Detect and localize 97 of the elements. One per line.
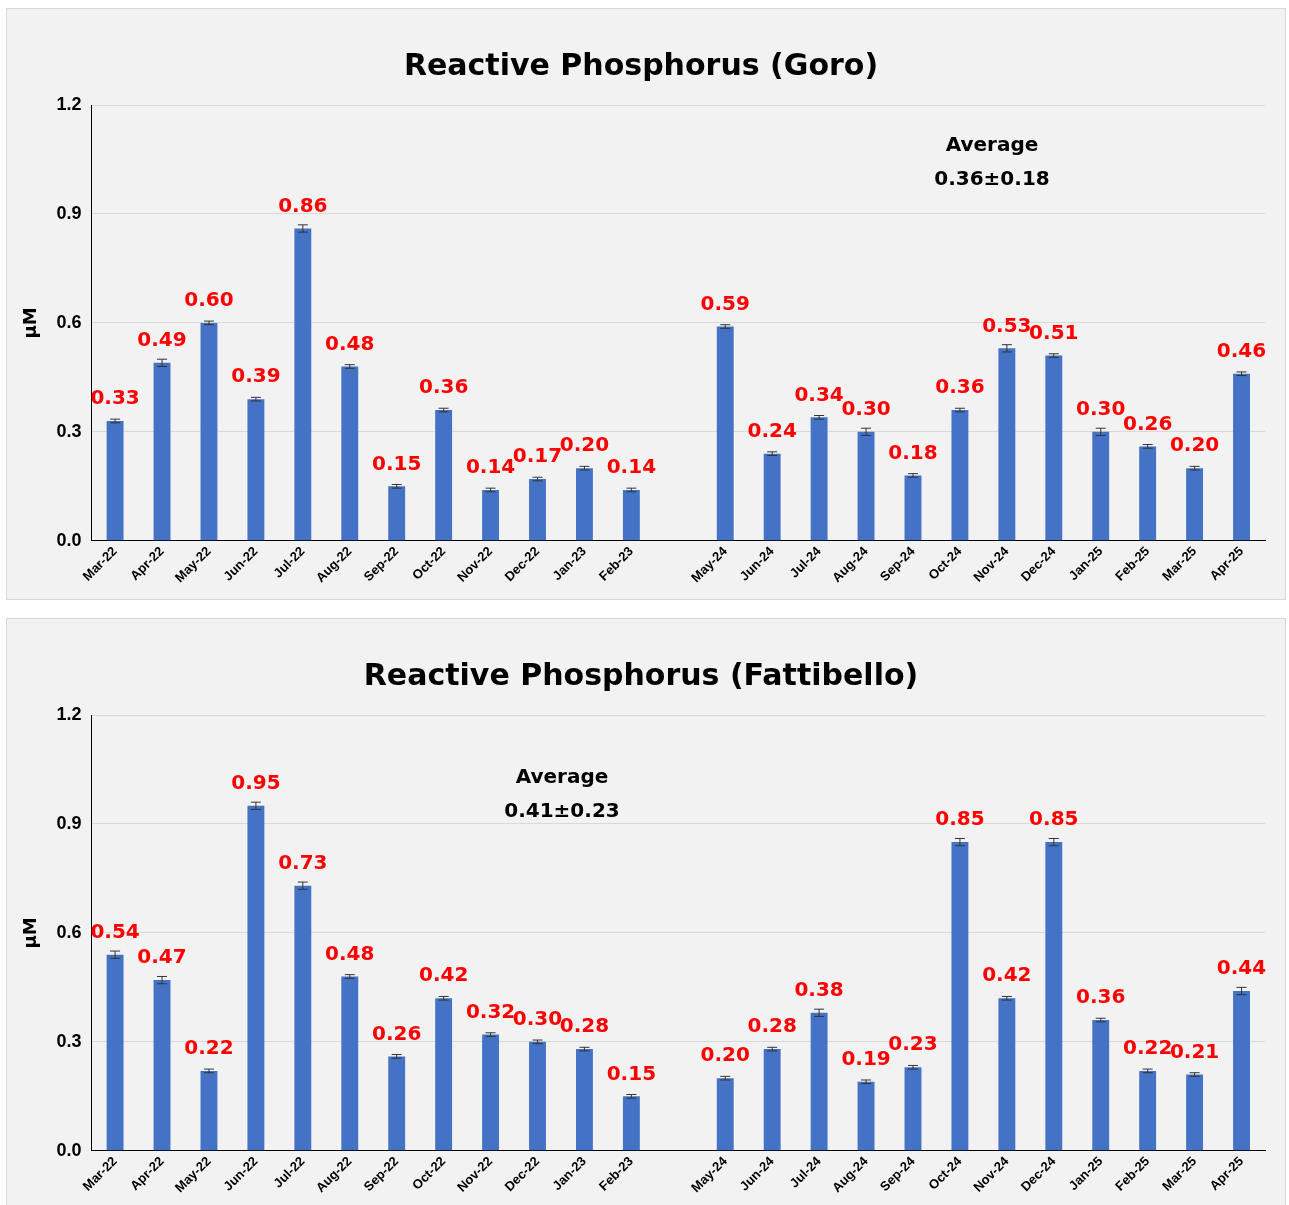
data-label: 0.42 [418,962,469,987]
y-axis-title: µM [19,307,41,339]
data-label: 0.44 [1216,955,1267,980]
bar [904,475,922,541]
bar [482,489,500,541]
data-label: 0.42 [982,962,1032,987]
data-label: 0.38 [794,977,844,1001]
bar [153,980,171,1151]
data-label: 0.15 [606,1060,657,1085]
y-tick-label: 0.9 [56,812,82,833]
chart-title: Reactive Phosphorus (Fattibello) [363,656,919,692]
y-tick-label: 0.3 [56,1030,82,1051]
data-label: 0.15 [372,450,422,475]
bar [1139,446,1157,541]
bar [810,1012,828,1151]
bar [435,998,453,1151]
bar [388,486,406,541]
y-tick-label: 0.3 [56,420,82,441]
data-label: 0.86 [278,192,328,217]
data-label: 0.48 [325,330,375,355]
chart-title: Reactive Phosphorus (Goro) [403,46,879,82]
data-label: 0.73 [278,849,328,874]
bar [951,410,969,541]
data-label: 0.95 [231,770,281,794]
bar [200,1070,218,1151]
bar [716,1078,734,1151]
bar [1233,373,1250,541]
bar [622,489,640,541]
data-label: 0.14 [606,454,657,479]
data-label: 0.47 [137,944,187,969]
bar [575,1049,593,1151]
y-tick-label: 0.6 [56,921,82,942]
bar [388,1056,406,1151]
data-label: 0.20 [1169,432,1220,457]
bar [247,399,265,541]
bar [857,1081,875,1151]
bar [810,417,828,541]
bar [1092,431,1110,541]
bar [529,479,546,541]
data-label: 0.51 [1029,319,1079,344]
annotation: Average 0.41±0.23 [503,763,621,824]
data-label: 0.36 [418,374,469,399]
bar [294,885,312,1151]
bar [857,431,875,541]
bar [106,954,124,1151]
bar [1045,842,1063,1151]
bar [153,362,171,541]
data-label: 0.36 [935,374,985,399]
bar [1045,355,1063,541]
data-label: 0.19 [841,1046,891,1070]
bar [341,976,359,1151]
bar [998,998,1016,1151]
y-tick-label: 1.2 [56,93,82,114]
bar [763,453,781,541]
bar [435,410,453,541]
data-label: 0.28 [747,1013,797,1038]
data-label: 0.26 [372,1020,422,1045]
y-axis-title: µM [19,917,41,949]
data-label: 0.46 [1216,337,1267,362]
data-label: 0.49 [137,327,187,352]
bar [1186,1074,1204,1151]
data-label: 0.59 [700,290,750,315]
bar [1186,468,1204,541]
bar [763,1049,781,1151]
y-tick-label: 0.6 [56,311,82,332]
data-label: 0.18 [888,439,938,464]
y-tick-label: 0.9 [56,202,82,223]
data-label: 0.48 [325,940,375,965]
data-label: 0.36 [1076,984,1126,1009]
bar [482,1034,500,1151]
bar [200,322,218,541]
data-label: 0.39 [231,363,281,388]
bar [341,366,359,541]
bar [1139,1070,1157,1151]
y-tick-label: 0.0 [56,1139,82,1160]
data-label: 0.85 [1029,806,1079,831]
data-label: 0.85 [935,806,985,831]
bar [294,228,312,541]
bar [247,805,265,1151]
bar [1092,1020,1110,1151]
bar [951,842,969,1151]
annotation: Average 0.36±0.18 [933,131,1051,192]
y-tick-label: 0.0 [56,529,82,550]
bar [716,326,734,541]
data-label: 0.22 [184,1035,234,1060]
data-label: 0.60 [184,287,234,312]
bar [1233,991,1250,1151]
bar [998,348,1016,541]
data-label: 0.24 [747,417,797,442]
bar [106,420,124,541]
data-label: 0.23 [888,1031,938,1056]
y-tick-label: 1.2 [56,703,82,724]
bar [575,468,593,541]
bar [904,1067,922,1151]
bar [622,1096,640,1151]
data-label: 0.20 [700,1042,750,1067]
bar [529,1041,546,1151]
